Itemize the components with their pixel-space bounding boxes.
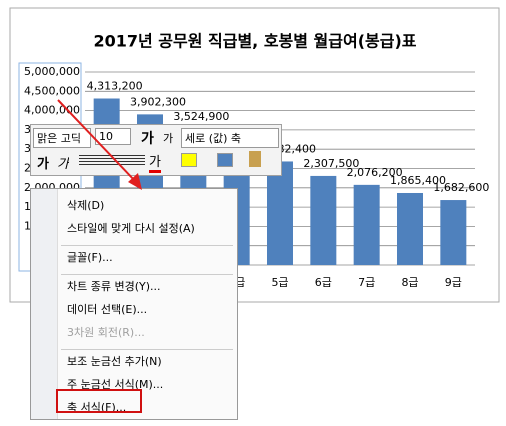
bar xyxy=(353,184,380,265)
value-label: 3,902,300 xyxy=(130,95,186,108)
chart-title: 2017년 공무원 직급별, 호봉별 월급여(봉급)표 xyxy=(93,32,416,51)
bar xyxy=(397,192,423,265)
menu-item[interactable]: 축 서식(F)... xyxy=(67,401,127,414)
format-painter[interactable] xyxy=(249,151,261,167)
menu-separator xyxy=(61,245,233,246)
x-tick-label: 8급 xyxy=(401,276,418,289)
bar xyxy=(440,200,467,265)
value-label: 4,313,200 xyxy=(87,80,143,93)
menu-separator xyxy=(61,349,233,350)
menu-item[interactable]: 차트 종류 변경(Y)... xyxy=(67,280,161,293)
bar xyxy=(267,161,293,265)
align-buttons[interactable] xyxy=(79,155,145,167)
y-tick-label: 4,000,000 xyxy=(24,104,80,117)
context-menu: 삭제(D) 스타일에 맞게 다시 설정(A) 글꼴(F)... 차트 종류 변경(Y)… xyxy=(30,188,238,420)
bold-button[interactable]: 가 xyxy=(37,157,49,172)
y-tick-label: 4,500,000 xyxy=(24,84,80,97)
bar xyxy=(310,175,337,265)
shrink-font[interactable]: 가 xyxy=(163,132,174,145)
value-label: 1,865,400 xyxy=(390,174,446,187)
menu-item[interactable]: 보조 눈금선 추가(N) xyxy=(67,355,162,368)
y-tick-label: 5,000,000 xyxy=(24,65,80,78)
font-select[interactable]: 맑은 고딕 xyxy=(33,128,91,148)
menu-item[interactable]: 주 눈금선 서식(M)... xyxy=(67,378,164,391)
axis-select[interactable]: 세로 (값) 축 xyxy=(181,128,279,148)
menu-item[interactable]: 글꼴(F)... xyxy=(67,251,113,264)
menu-separator xyxy=(61,274,233,275)
menu-item[interactable]: 삭제(D) xyxy=(67,199,105,212)
menu-item[interactable]: 데이터 선택(E)... xyxy=(67,303,148,316)
x-tick-label: 5급 xyxy=(271,276,288,289)
value-label: 3,524,900 xyxy=(173,110,229,123)
size-select[interactable]: 10 xyxy=(95,128,131,145)
menu-item[interactable]: 스타일에 맞게 다시 설정(A) xyxy=(67,222,195,235)
menu-item: 3차원 회전(R)... xyxy=(67,326,145,339)
x-tick-label: 7급 xyxy=(358,276,375,289)
grow-font[interactable]: 가 xyxy=(141,131,154,147)
value-label: 2,076,200 xyxy=(347,166,403,179)
italic-button[interactable]: 가 xyxy=(57,157,69,172)
value-label: 1,682,600 xyxy=(433,181,489,194)
fill-button[interactable] xyxy=(181,153,197,167)
outline-button[interactable] xyxy=(217,153,233,167)
x-tick-label: 6급 xyxy=(315,276,332,289)
font-color-button[interactable]: 가 xyxy=(149,151,161,173)
menu-gutter xyxy=(31,189,58,419)
value-label: 2,307,500 xyxy=(303,157,359,170)
x-tick-label: 9급 xyxy=(445,276,462,289)
mini-toolbar: 맑은 고딕 10 가 가 세로 (값) 축 가 가 가 xyxy=(30,124,282,176)
